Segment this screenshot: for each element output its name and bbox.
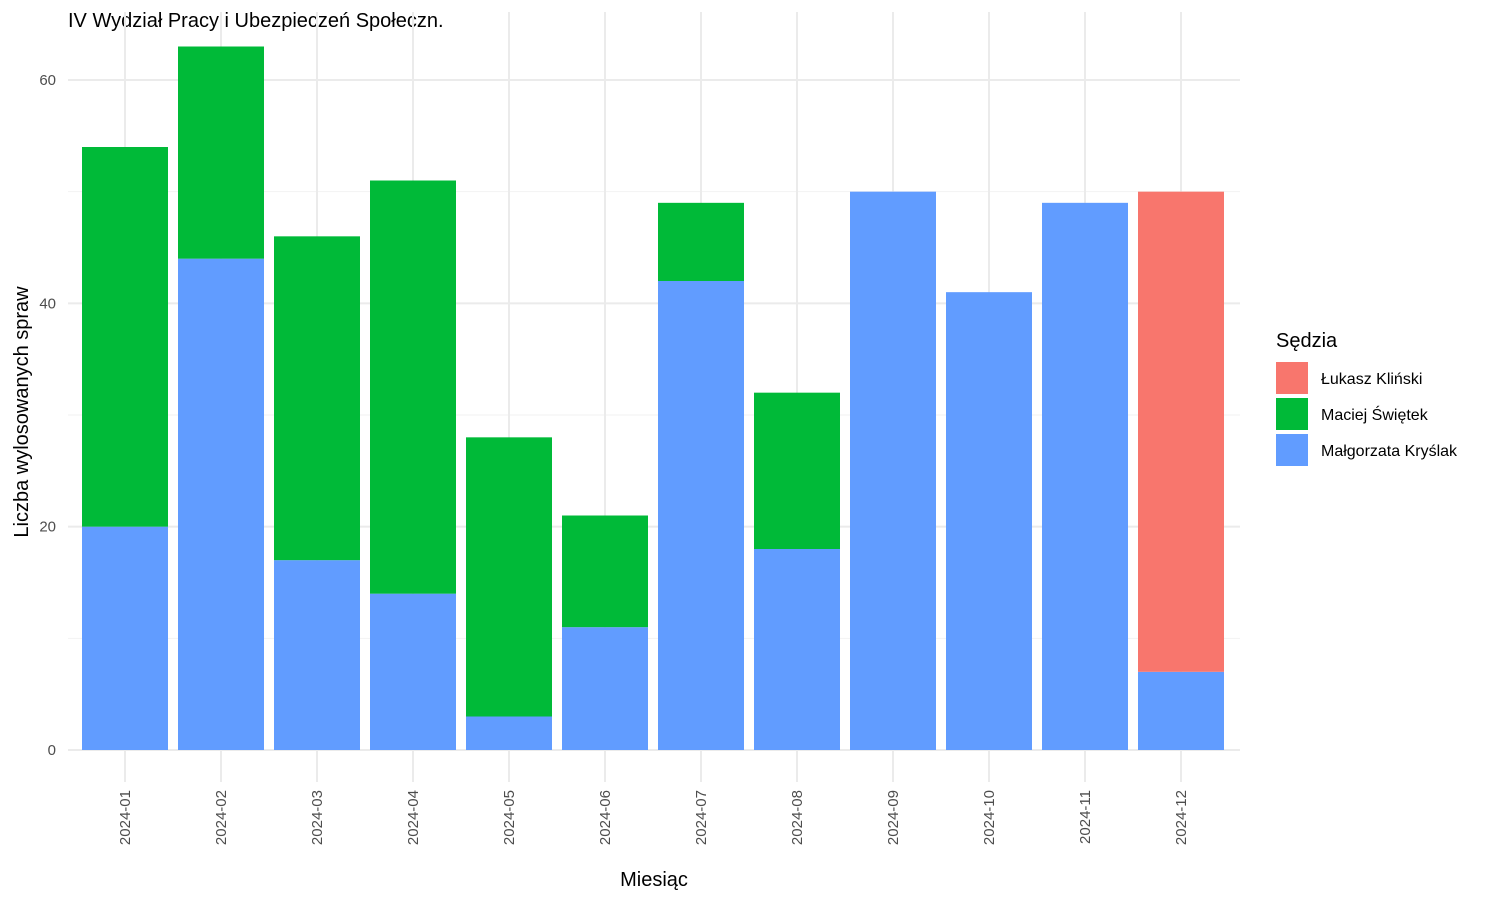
x-tick-label: 2024-03 — [309, 790, 326, 845]
bar-segment — [370, 180, 456, 594]
x-tick-label: 2024-10 — [981, 790, 998, 845]
y-tick-label: 20 — [39, 519, 56, 536]
bar-segment — [754, 549, 840, 750]
legend-swatch — [1276, 362, 1308, 394]
y-axis-ticks: 0 20 40 60 — [39, 72, 56, 759]
bar-segment — [946, 292, 1032, 750]
y-tick-label: 0 — [48, 742, 56, 759]
chart-title: IV Wydział Pracy i Ubezpieczeń Społeczn. — [68, 10, 444, 32]
bar-segment — [274, 560, 360, 750]
bar-segment — [754, 392, 840, 549]
x-tick-label: 2024-09 — [885, 790, 902, 845]
x-tick-label: 2024-08 — [789, 790, 806, 845]
bar-segment — [82, 526, 168, 750]
bar-segment — [82, 147, 168, 527]
legend-swatch — [1276, 398, 1308, 430]
bar-segment — [466, 716, 552, 750]
y-tick-label: 40 — [39, 295, 56, 312]
legend-label: Maciej Świętek — [1321, 405, 1429, 424]
bars — [82, 46, 1224, 751]
y-tick-label: 60 — [39, 72, 56, 89]
bar-segment — [562, 627, 648, 750]
bar-segment — [274, 236, 360, 561]
legend-label: Małgorzata Kryślak — [1321, 443, 1458, 460]
bar-segment — [658, 281, 744, 750]
bar-segment — [1138, 191, 1224, 672]
x-tick-label: 2024-04 — [405, 790, 422, 845]
bar-segment — [178, 46, 264, 259]
bar-segment — [562, 515, 648, 628]
legend: Sędzia Łukasz Kliński Maciej Świętek Małgo… — [1276, 330, 1458, 466]
bar-segment — [658, 202, 744, 281]
legend-label: Łukasz Kliński — [1321, 371, 1422, 388]
bar-segment — [370, 593, 456, 750]
legend-title: Sędzia — [1276, 330, 1338, 352]
x-tick-label: 2024-11 — [1077, 790, 1094, 844]
x-tick-label: 2024-12 — [1173, 790, 1190, 845]
bar-segment — [1138, 671, 1224, 750]
x-tick-label: 2024-07 — [693, 790, 710, 845]
x-tick-label: 2024-06 — [597, 790, 614, 845]
x-axis-title: Miesiąc — [620, 869, 688, 891]
x-axis-ticks: 2024-01 2024-02 2024-03 2024-04 2024-05 2024-… — [117, 790, 1190, 845]
bar-segment — [466, 437, 552, 717]
bar-segment — [1042, 202, 1128, 751]
bar-segment — [850, 191, 936, 750]
y-axis-title: Liczba wylosowanych spraw — [11, 286, 33, 538]
x-tick-label: 2024-02 — [213, 790, 230, 845]
x-tick-label: 2024-05 — [501, 790, 518, 845]
x-tick-label: 2024-01 — [117, 790, 134, 845]
legend-swatch — [1276, 434, 1308, 466]
bar-segment — [178, 258, 264, 750]
